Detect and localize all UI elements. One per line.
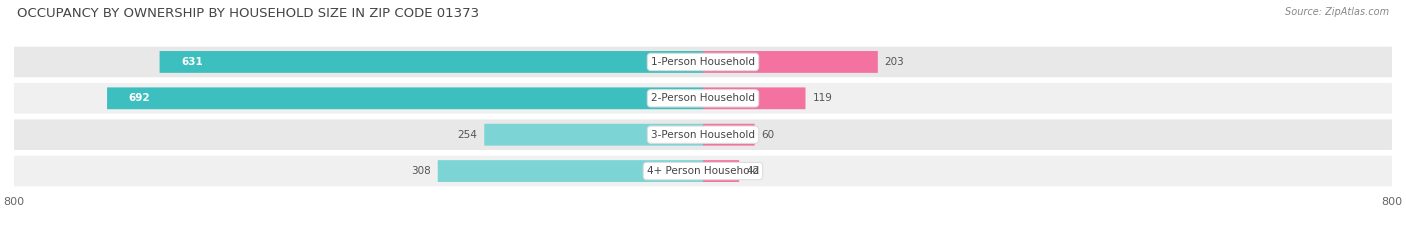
FancyBboxPatch shape	[14, 156, 1392, 186]
FancyBboxPatch shape	[703, 51, 877, 73]
FancyBboxPatch shape	[703, 87, 806, 109]
Text: 60: 60	[762, 130, 775, 140]
Text: 254: 254	[457, 130, 478, 140]
Text: 4+ Person Household: 4+ Person Household	[647, 166, 759, 176]
Text: 42: 42	[747, 166, 759, 176]
FancyBboxPatch shape	[437, 160, 703, 182]
FancyBboxPatch shape	[484, 124, 703, 146]
FancyBboxPatch shape	[14, 47, 1392, 77]
FancyBboxPatch shape	[160, 51, 703, 73]
Text: Source: ZipAtlas.com: Source: ZipAtlas.com	[1285, 7, 1389, 17]
Text: 203: 203	[884, 57, 904, 67]
Text: 692: 692	[128, 93, 150, 103]
FancyBboxPatch shape	[107, 87, 703, 109]
Text: 2-Person Household: 2-Person Household	[651, 93, 755, 103]
Text: 631: 631	[181, 57, 202, 67]
FancyBboxPatch shape	[703, 124, 755, 146]
FancyBboxPatch shape	[14, 119, 1392, 150]
FancyBboxPatch shape	[703, 160, 740, 182]
FancyBboxPatch shape	[14, 83, 1392, 114]
Text: 308: 308	[411, 166, 430, 176]
Text: 119: 119	[813, 93, 832, 103]
Text: 1-Person Household: 1-Person Household	[651, 57, 755, 67]
Text: 3-Person Household: 3-Person Household	[651, 130, 755, 140]
Text: OCCUPANCY BY OWNERSHIP BY HOUSEHOLD SIZE IN ZIP CODE 01373: OCCUPANCY BY OWNERSHIP BY HOUSEHOLD SIZE…	[17, 7, 479, 20]
